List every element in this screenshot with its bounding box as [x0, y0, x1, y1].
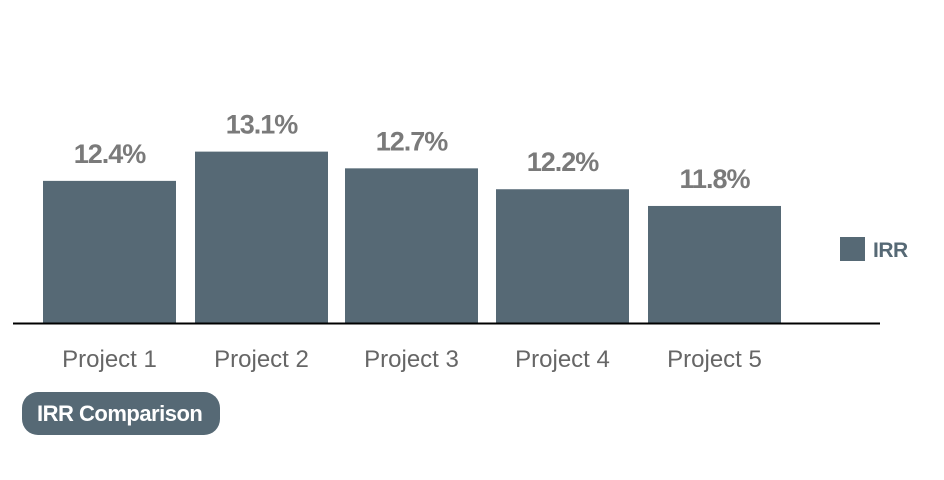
bar-project-5: [648, 205, 781, 323]
legend-swatch: [840, 237, 865, 261]
bar-project-2: [195, 151, 328, 323]
bar-project-1: [43, 180, 176, 323]
legend: IRR: [840, 237, 909, 262]
data-label-project-1: 12.4%: [74, 139, 147, 169]
legend-label: IRR: [873, 239, 908, 262]
data-label-project-5: 11.8%: [679, 164, 750, 194]
data-labels-group: 12.4% 13.1% 12.7% 12.2% 11.8%: [74, 110, 752, 194]
data-label-project-2: 13.1%: [226, 110, 299, 140]
data-label-project-4: 12.2%: [527, 147, 600, 177]
bar-project-4: [496, 189, 629, 323]
x-tick-label: Project 5: [667, 346, 762, 373]
bar-project-3: [345, 168, 478, 323]
x-tick-label: Project 4: [515, 346, 610, 373]
data-label-project-3: 12.7%: [376, 126, 449, 156]
x-tick-label: Project 2: [214, 346, 309, 373]
x-tick-label: Project 1: [62, 346, 157, 373]
chart-title: IRR Comparison: [22, 392, 221, 435]
x-tick-label: Project 3: [364, 346, 459, 373]
bars-group: [43, 151, 781, 323]
x-tick-labels-group: Project 1 Project 2 Project 3 Project 4 Proj…: [62, 346, 762, 373]
